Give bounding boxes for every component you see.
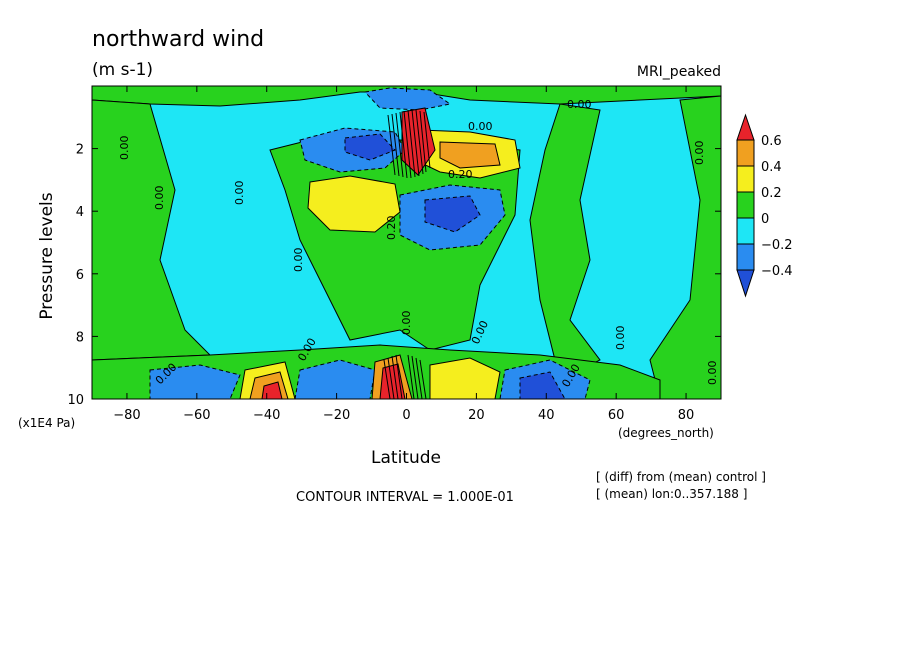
blue-top-patch — [363, 87, 452, 111]
colorbar-top-arrow — [736, 113, 755, 141]
x-tick-label: 60 — [608, 408, 625, 423]
colorbar-label: 0.2 — [761, 186, 782, 201]
contour-label: 0.00 — [706, 361, 719, 386]
x-axis: −80 −60 −40 −20 0 20 40 60 80 — [113, 86, 694, 423]
colorbar-box — [736, 191, 755, 219]
x-axis-label: Latitude — [371, 448, 441, 468]
x-tick-label: −60 — [183, 408, 210, 423]
colorbar-box — [736, 139, 755, 167]
band-strong-negative — [344, 133, 566, 399]
plot-area — [92, 86, 721, 399]
colorbar-label: 0 — [761, 212, 769, 227]
y-units: (x1E4 Pa) — [18, 416, 75, 430]
colorbar-box — [736, 165, 755, 193]
blue-bottom-mid — [294, 359, 376, 399]
deep-blue-upper — [344, 133, 396, 161]
x-tick-label: 40 — [538, 408, 555, 423]
colorbar-box — [736, 243, 755, 271]
green-right-column — [529, 103, 601, 381]
x-units: (degrees_north) — [618, 426, 714, 440]
chart-title: northward wind — [92, 27, 264, 52]
contour-label: 0.00 — [400, 311, 413, 336]
model-label: MRI_peaked — [637, 64, 721, 80]
equator-contour-cluster — [383, 109, 431, 399]
y-tick-label: 6 — [76, 268, 84, 283]
chart-units: (m s-1) — [92, 60, 153, 80]
x-tick-label: 80 — [678, 408, 695, 423]
blue-bottom-left — [149, 364, 241, 399]
contour-label: 0.00 — [233, 181, 246, 206]
contour-label: 0.20 — [448, 168, 473, 181]
note-diff: [ (diff) from (mean) control ] — [596, 470, 766, 484]
x-tick-label: 0 — [402, 408, 410, 423]
colorbar-label: −0.4 — [761, 264, 793, 279]
contour-label: 0.00 — [292, 248, 305, 273]
contour-interval-text: CONTOUR INTERVAL = 1.000E-01 — [296, 490, 514, 505]
y-tick-label: 4 — [76, 205, 84, 220]
colorbar-box — [736, 217, 755, 245]
yellow-bottom-right — [429, 357, 501, 399]
contour-label: 0.00 — [614, 326, 627, 351]
yellow-middle-left — [307, 175, 401, 233]
colorbar-label: −0.2 — [761, 238, 793, 253]
x-tick-label: −20 — [323, 408, 350, 423]
contour-label: 0.00 — [118, 136, 131, 161]
note-mean: [ (mean) lon:0..357.188 ] — [596, 487, 747, 501]
colorbar-label: 0.4 — [761, 160, 782, 175]
colorbar-bottom-arrow — [736, 269, 755, 298]
deep-blue-bottom-right — [519, 371, 566, 399]
x-tick-label: 20 — [468, 408, 485, 423]
colorbar-label: 0.6 — [761, 134, 782, 149]
contour-label: 0.00 — [693, 141, 706, 166]
y-tick-label: 8 — [76, 330, 84, 345]
contour-label: 0.00 — [153, 186, 166, 211]
red-top-equator — [401, 107, 436, 176]
contour-label: 0.00 — [567, 98, 592, 111]
colorbar: 0.6 0.4 0.2 0 −0.2 −0.4 — [736, 113, 793, 298]
orange-upper-right — [439, 141, 501, 169]
y-axis: 2 4 6 8 10 — [67, 143, 721, 408]
x-tick-label: −80 — [113, 408, 140, 423]
y-tick-label: 10 — [67, 393, 84, 408]
y-tick-label: 2 — [76, 143, 84, 158]
y-axis-label: Pressure levels — [37, 192, 57, 319]
contour-label: 0.00 — [468, 120, 493, 133]
x-tick-label: −40 — [253, 408, 280, 423]
contour-label: 0.20 — [385, 216, 398, 241]
deep-blue-middle — [424, 195, 481, 233]
